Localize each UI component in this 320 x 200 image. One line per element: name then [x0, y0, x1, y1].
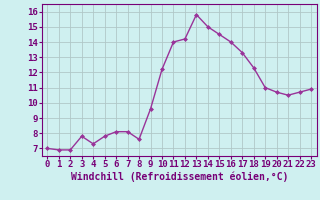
X-axis label: Windchill (Refroidissement éolien,°C): Windchill (Refroidissement éolien,°C) [70, 172, 288, 182]
